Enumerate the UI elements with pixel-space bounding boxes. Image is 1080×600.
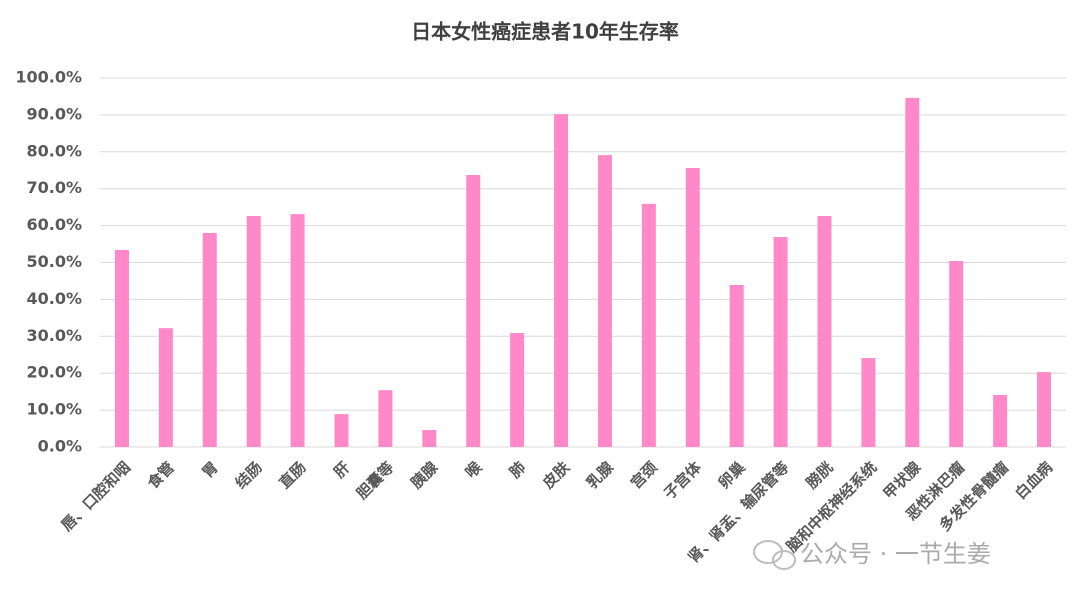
bar xyxy=(773,237,788,447)
watermark-icon xyxy=(772,550,796,570)
bar xyxy=(641,203,656,447)
y-tick-label: 10.0% xyxy=(26,400,82,419)
y-tick-label: 100.0% xyxy=(15,68,82,87)
y-tick-label: 70.0% xyxy=(26,178,82,197)
y-tick-label: 30.0% xyxy=(26,326,82,345)
chart-title: 日本女性癌症患者10年生存率 xyxy=(411,20,679,44)
bar xyxy=(202,232,217,447)
bar xyxy=(334,414,349,447)
bar xyxy=(290,214,305,447)
bar xyxy=(422,430,437,447)
bar xyxy=(993,394,1008,447)
watermark-group: 公众号 · 一节生姜 xyxy=(753,540,991,570)
bar xyxy=(158,328,173,447)
bar xyxy=(729,285,744,447)
bar xyxy=(510,332,525,447)
bar xyxy=(597,155,612,447)
bar xyxy=(905,97,920,448)
bar xyxy=(378,390,393,447)
bar xyxy=(554,114,569,448)
bar xyxy=(114,249,129,447)
y-tick-label: 80.0% xyxy=(26,141,82,160)
bar xyxy=(466,175,481,447)
watermark: 公众号 · 一节生姜 xyxy=(800,540,991,568)
bar xyxy=(949,261,964,447)
y-tick-label: 40.0% xyxy=(26,289,82,308)
y-tick-label: 50.0% xyxy=(26,252,82,271)
y-tick-label: 0.0% xyxy=(38,437,82,456)
bar xyxy=(685,168,700,447)
bar xyxy=(861,358,876,447)
y-tick-label: 20.0% xyxy=(26,363,82,382)
bar xyxy=(1037,372,1052,447)
bar xyxy=(246,216,261,447)
y-tick-label: 90.0% xyxy=(26,104,82,123)
bar xyxy=(817,216,832,447)
y-tick-label: 60.0% xyxy=(26,215,82,234)
